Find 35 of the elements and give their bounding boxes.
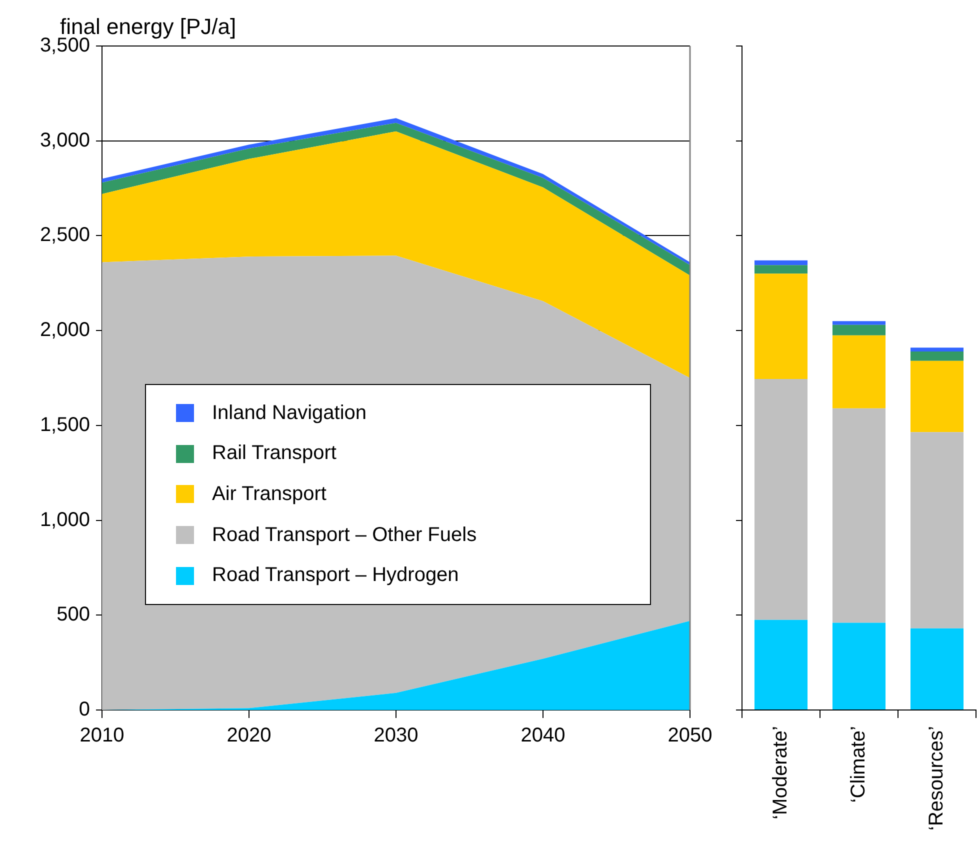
x-tick-label: 2020 — [226, 724, 272, 747]
x-tick-label: ‘Moderate’ — [770, 726, 792, 820]
x-tick-label: 2040 — [520, 724, 566, 747]
bar — [754, 265, 808, 274]
y-tick-label: 500 — [56, 604, 90, 626]
legend-label: Road Transport – Hydrogen — [212, 564, 459, 588]
bar — [754, 378, 808, 620]
bar — [910, 628, 964, 710]
x-tick-label: 2010 — [80, 724, 124, 747]
x-tick-label: 2030 — [374, 724, 418, 747]
bar — [910, 351, 964, 361]
y-tick-label: 2,000 — [40, 319, 90, 342]
y-tick-label: 3,000 — [40, 129, 90, 152]
x-tick-label: 2050 — [668, 724, 712, 747]
y-tick-label: 1,500 — [40, 414, 90, 436]
legend-label: Rail Transport — [212, 442, 336, 466]
legend-label: Road Transport – Other Fuels — [212, 524, 477, 547]
bar — [754, 620, 808, 710]
bar — [832, 324, 886, 336]
bar — [754, 260, 808, 266]
bar — [754, 274, 808, 379]
bar — [832, 321, 886, 325]
y-tick-label: 1,000 — [40, 508, 90, 531]
legend-label: Air Transport — [212, 482, 326, 506]
bar — [910, 348, 964, 352]
bar — [832, 408, 886, 623]
x-tick-label: ‘Climate’ — [848, 726, 870, 803]
bar — [832, 335, 886, 408]
bar — [832, 622, 886, 710]
legend-label: Inland Navigation — [212, 402, 367, 425]
bar — [910, 432, 964, 628]
x-tick-label: ‘Resources’ — [926, 726, 948, 830]
y-tick-label: 2,500 — [40, 224, 90, 246]
y-tick-label: 0 — [78, 698, 90, 721]
bar — [910, 360, 964, 432]
